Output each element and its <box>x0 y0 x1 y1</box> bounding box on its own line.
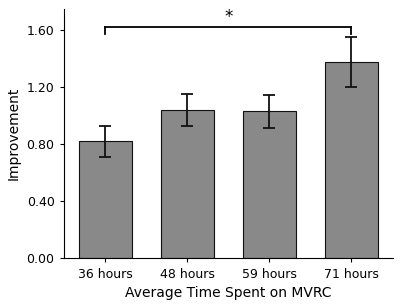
Bar <box>160 110 214 258</box>
Text: *: * <box>224 8 232 26</box>
X-axis label: Average Time Spent on MVRC: Average Time Spent on MVRC <box>125 286 332 300</box>
Bar <box>78 142 132 258</box>
Y-axis label: Improvement: Improvement <box>7 87 21 180</box>
Bar <box>325 61 378 258</box>
Bar <box>243 111 296 258</box>
